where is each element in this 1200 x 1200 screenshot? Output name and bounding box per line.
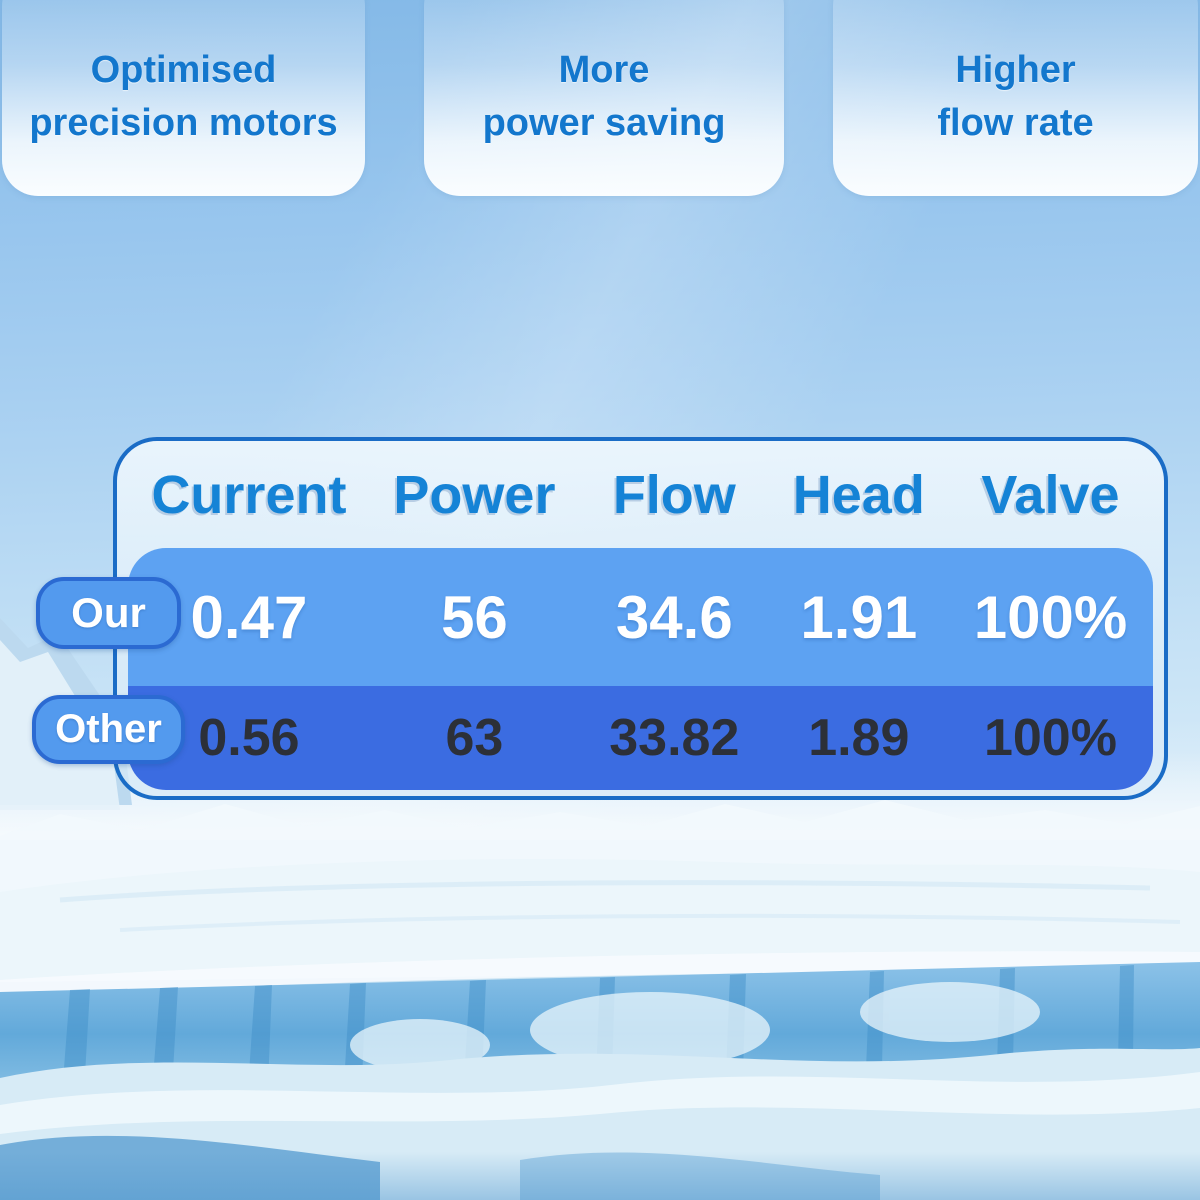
our-valve-value: 100% bbox=[973, 583, 1128, 651]
feature-pill-precision-motors: Optimised precision motors bbox=[2, 0, 365, 196]
our-head-value: 1.91 bbox=[800, 583, 918, 651]
other-head-value: 1.89 bbox=[808, 709, 910, 768]
iceberg-scene-image bbox=[0, 618, 1200, 1200]
table-rows-block: 0.47 56 34.6 1.91 100% 0.56 63 33.82 1.8… bbox=[128, 548, 1153, 790]
feature-line: precision motors bbox=[29, 101, 338, 144]
row-label-our: Our bbox=[36, 577, 181, 649]
feature-pill-text: More power saving bbox=[483, 44, 726, 196]
our-power-value: 56 bbox=[441, 583, 508, 651]
column-header-flow: Flow bbox=[612, 464, 736, 525]
row-label-other-text: Other bbox=[55, 707, 162, 751]
other-current-value: 0.56 bbox=[198, 709, 300, 768]
our-flow-value: 34.6 bbox=[615, 583, 733, 651]
feature-line: flow rate bbox=[937, 101, 1094, 144]
feature-pill-flow-rate: Higher flow rate bbox=[833, 0, 1198, 196]
feature-line: More bbox=[558, 48, 650, 91]
table-row-other: 0.56 63 33.82 1.89 100% bbox=[128, 686, 1153, 790]
row-label-our-text: Our bbox=[71, 589, 146, 636]
other-power-value: 63 bbox=[445, 709, 504, 768]
feature-pill-power-saving: More power saving bbox=[424, 0, 784, 196]
our-current-value: 0.47 bbox=[190, 583, 308, 651]
other-flow-value: 33.82 bbox=[609, 709, 740, 768]
feature-pill-text: Optimised precision motors bbox=[29, 44, 337, 196]
comparison-table-card: Current Power Flow Head Valve 0.47 56 34… bbox=[113, 437, 1168, 800]
table-header-row: Current Power Flow Head Valve bbox=[128, 441, 1153, 548]
feature-line: Higher bbox=[955, 48, 1076, 91]
feature-line: power saving bbox=[482, 101, 726, 144]
column-header-head: Head bbox=[792, 464, 925, 525]
row-label-other: Other bbox=[32, 695, 185, 764]
table-row-our: 0.47 56 34.6 1.91 100% bbox=[128, 548, 1153, 687]
column-header-valve: Valve bbox=[981, 464, 1120, 525]
other-valve-value: 100% bbox=[983, 709, 1117, 768]
feature-line: Optimised bbox=[90, 48, 277, 91]
feature-pill-text: Higher flow rate bbox=[937, 44, 1093, 196]
column-header-power: Power bbox=[393, 464, 556, 525]
column-header-current: Current bbox=[151, 464, 347, 525]
